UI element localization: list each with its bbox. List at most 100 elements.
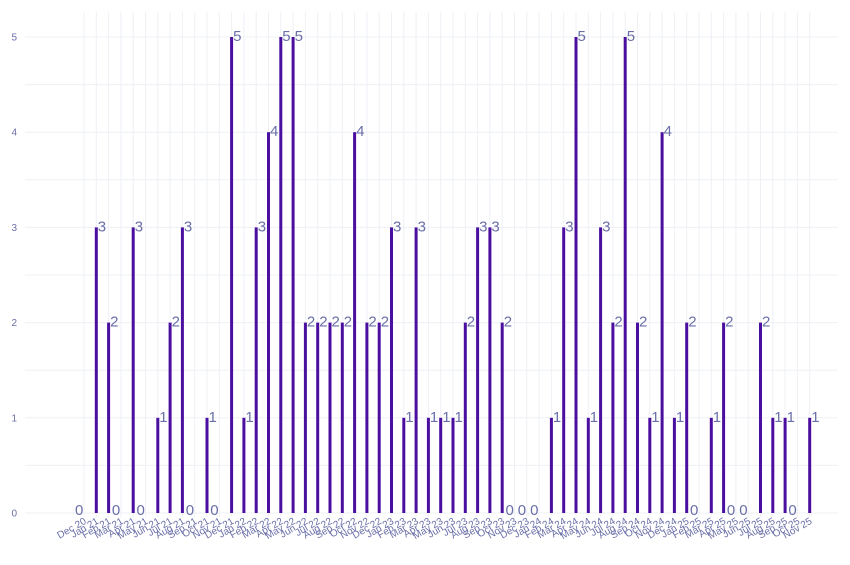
bar — [672, 417, 676, 513]
bar — [267, 132, 270, 513]
bar — [439, 417, 443, 513]
bar — [340, 322, 344, 513]
bar — [599, 227, 603, 513]
bar — [414, 227, 418, 513]
data-label: 5 — [627, 28, 635, 45]
bar — [390, 227, 393, 513]
y-tick-label: 2 — [11, 318, 17, 329]
data-label: 1 — [455, 409, 463, 426]
data-label: 1 — [442, 409, 450, 426]
data-label: 1 — [787, 409, 795, 426]
data-label: 4 — [356, 123, 364, 140]
bar — [623, 37, 627, 513]
data-label: 3 — [418, 218, 426, 235]
bar — [488, 227, 492, 513]
data-label: 0 — [186, 502, 194, 519]
data-label: 0 — [506, 502, 514, 519]
data-label: 2 — [688, 314, 696, 331]
data-label: 0 — [530, 502, 538, 519]
data-label: 2 — [381, 314, 389, 331]
data-label: 2 — [639, 314, 647, 331]
bar — [168, 322, 172, 513]
bar — [722, 322, 726, 513]
bar — [709, 417, 713, 513]
bar — [611, 322, 615, 513]
data-label: 1 — [676, 409, 684, 426]
data-label: 1 — [553, 409, 561, 426]
bar — [476, 227, 480, 513]
data-label: 5 — [282, 28, 290, 45]
bar — [156, 417, 160, 513]
bar — [180, 227, 184, 513]
data-label: 1 — [405, 409, 413, 426]
data-label: 1 — [430, 409, 438, 426]
data-label: 0 — [137, 502, 145, 519]
bar — [783, 417, 787, 513]
bar — [377, 322, 381, 513]
y-tick-label: 4 — [11, 128, 17, 139]
data-label: 1 — [774, 409, 782, 426]
bar — [451, 417, 455, 513]
bar — [759, 322, 762, 513]
data-label: 1 — [209, 409, 217, 426]
data-label: 5 — [578, 28, 586, 45]
bar — [808, 417, 812, 513]
bar — [205, 417, 209, 513]
data-label: 0 — [788, 502, 796, 519]
data-label: 1 — [811, 409, 819, 426]
bar — [685, 322, 689, 513]
bars — [94, 37, 812, 513]
bar — [316, 322, 320, 513]
y-tick-label: 3 — [11, 223, 17, 234]
grid-lines — [25, 12, 838, 517]
data-label: 1 — [159, 409, 167, 426]
data-label: 3 — [98, 218, 106, 235]
data-label: 4 — [270, 123, 278, 140]
data-label: 1 — [590, 409, 598, 426]
data-label: 0 — [75, 502, 83, 519]
data-label: 3 — [393, 218, 401, 235]
bar — [648, 417, 652, 513]
data-label: 1 — [713, 409, 721, 426]
data-label: 0 — [518, 502, 526, 519]
bar — [242, 417, 246, 513]
data-label: 0 — [739, 502, 747, 519]
data-label: 0 — [112, 502, 120, 519]
data-label: 2 — [307, 314, 315, 331]
bar — [279, 37, 283, 513]
bar — [94, 227, 98, 513]
bar — [131, 227, 135, 513]
bar — [303, 322, 307, 513]
y-tick-label: 1 — [11, 413, 17, 424]
data-label: 2 — [467, 314, 475, 331]
bar — [574, 37, 578, 513]
data-label: 2 — [762, 314, 770, 331]
bar — [463, 322, 467, 513]
y-tick-label: 5 — [11, 33, 17, 44]
data-label: 2 — [172, 314, 180, 331]
data-label: 2 — [344, 314, 352, 331]
data-label: 2 — [614, 314, 622, 331]
data-label: 2 — [504, 314, 512, 331]
data-label: 0 — [727, 502, 735, 519]
data-label: 0 — [210, 502, 218, 519]
bar — [353, 132, 357, 513]
bar — [636, 322, 639, 513]
bar — [500, 322, 504, 513]
bar — [328, 322, 332, 513]
data-label: 3 — [135, 218, 143, 235]
bar — [254, 227, 258, 513]
data-label: 3 — [565, 218, 573, 235]
data-label: 2 — [368, 314, 376, 331]
data-label: 3 — [491, 218, 499, 235]
bar — [402, 417, 406, 513]
data-label: 5 — [233, 28, 241, 45]
data-label: 3 — [258, 218, 266, 235]
bar — [549, 417, 553, 513]
y-axis: 0 1 2 3 4 5 — [11, 33, 17, 520]
bar — [365, 322, 369, 513]
